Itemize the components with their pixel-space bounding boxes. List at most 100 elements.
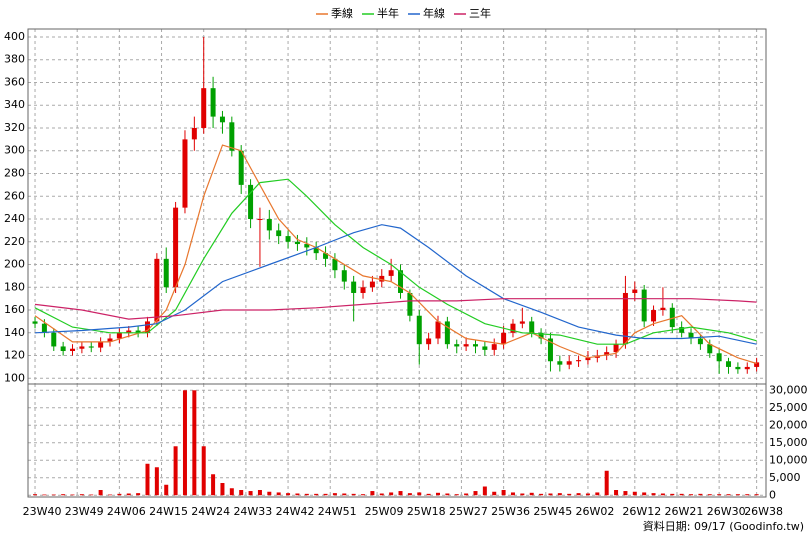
- volume-bar: [248, 491, 253, 496]
- volume-bar: [117, 493, 122, 496]
- candle-body: [107, 338, 113, 342]
- volume-bar: [735, 494, 740, 496]
- volume-bar: [510, 492, 515, 496]
- candle-body: [313, 247, 319, 254]
- candle-body: [501, 332, 507, 345]
- x-tick-label: 26W30: [707, 505, 746, 518]
- ma-line: [34, 144, 757, 365]
- candle-body: [726, 361, 732, 367]
- x-tick-label: 26W38: [744, 505, 783, 518]
- candle-body: [294, 241, 300, 245]
- candle-body: [463, 344, 469, 347]
- candle-body: [557, 361, 563, 365]
- volume-bar: [108, 494, 112, 496]
- volume-bar: [145, 463, 150, 496]
- volume-bar: [332, 493, 337, 496]
- candle-body: [688, 332, 694, 339]
- volume-bar: [173, 446, 178, 496]
- volume-bar: [51, 494, 56, 496]
- y-tick-label: 220: [4, 235, 25, 248]
- x-tick-label: 26W02: [576, 505, 615, 518]
- candle-body: [454, 344, 460, 347]
- volume-bar: [407, 493, 412, 496]
- candle-body: [116, 332, 122, 339]
- plot-frame: [27, 383, 767, 498]
- legend: 季線 半年 年線 三年: [316, 6, 491, 20]
- y-tick-label: 300: [4, 144, 25, 157]
- candle-body: [529, 321, 535, 333]
- candle-body: [576, 360, 582, 362]
- candle-body: [754, 362, 760, 367]
- y-tick-label: 15,000: [769, 436, 808, 449]
- candle-body: [482, 346, 488, 350]
- volume-bar: [361, 494, 366, 496]
- volume-bar: [42, 494, 47, 496]
- volume-bar: [136, 493, 141, 496]
- y-tick-label: 0: [769, 488, 776, 501]
- legend-label: 季線: [331, 6, 353, 20]
- legend-label: 三年: [469, 6, 491, 20]
- ma-line: [34, 178, 757, 345]
- volume-bar: [539, 493, 544, 496]
- candle-body: [201, 88, 207, 128]
- x-tick-label: 24W24: [191, 505, 230, 518]
- candle-body: [510, 323, 516, 333]
- candle-body: [669, 307, 675, 328]
- volume-bar: [33, 494, 38, 496]
- candle-body: [323, 253, 329, 259]
- candle-body: [697, 338, 703, 345]
- volume-bar: [70, 494, 75, 496]
- x-tick-label: 25W36: [491, 505, 530, 518]
- candle-body: [651, 310, 657, 322]
- candle-body: [332, 258, 338, 271]
- x-tick-label: 24W15: [149, 505, 188, 518]
- candle-body: [472, 344, 478, 347]
- candle-body: [154, 258, 160, 322]
- volume-bar: [323, 493, 328, 496]
- candle-body: [444, 321, 450, 345]
- candle-body: [276, 230, 282, 237]
- y-tick-label: 5,000: [769, 471, 801, 484]
- candle-body: [360, 287, 366, 293]
- volume-bar: [670, 493, 675, 496]
- y-tick-label: 160: [4, 303, 25, 316]
- volume-bar: [623, 491, 628, 496]
- volume-bar: [436, 492, 440, 496]
- candle-body: [304, 244, 310, 248]
- volume-bar: [707, 494, 712, 496]
- y-tick-label: 340: [4, 98, 25, 111]
- volume-bar: [426, 493, 431, 496]
- candle-body: [248, 184, 254, 220]
- y-tick-label: 360: [4, 75, 25, 88]
- volume-bar: [595, 492, 600, 496]
- candle-body: [407, 292, 413, 316]
- candle-body: [98, 341, 104, 348]
- candle-body: [229, 122, 235, 151]
- x-tick-label: 25W27: [449, 505, 488, 518]
- y-tick-label: 400: [4, 30, 25, 43]
- x-tick-label: 24W06: [107, 505, 146, 518]
- y-tick-label: 100: [4, 371, 25, 384]
- volume-bar: [464, 493, 469, 496]
- candle-body: [88, 346, 94, 348]
- y-tick-label: 20,000: [769, 418, 808, 431]
- y-tick-label: 380: [4, 53, 25, 66]
- x-tick-label: 25W18: [407, 505, 446, 518]
- candle-body: [238, 150, 244, 185]
- volume-bar: [379, 493, 384, 496]
- volume-bar: [295, 493, 300, 496]
- y-tick-label: 10,000: [769, 453, 808, 466]
- candle-body: [604, 352, 610, 356]
- candle-body: [70, 348, 76, 352]
- volume-bar: [417, 492, 422, 496]
- x-tick-label: 26W12: [622, 505, 661, 518]
- candle-body: [398, 270, 404, 293]
- volume-bar: [61, 494, 66, 496]
- volume-bar: [548, 493, 553, 496]
- volume-bar: [614, 490, 619, 496]
- volume-bar: [126, 493, 131, 496]
- candle-body: [416, 315, 422, 345]
- volume-bar: [239, 490, 244, 496]
